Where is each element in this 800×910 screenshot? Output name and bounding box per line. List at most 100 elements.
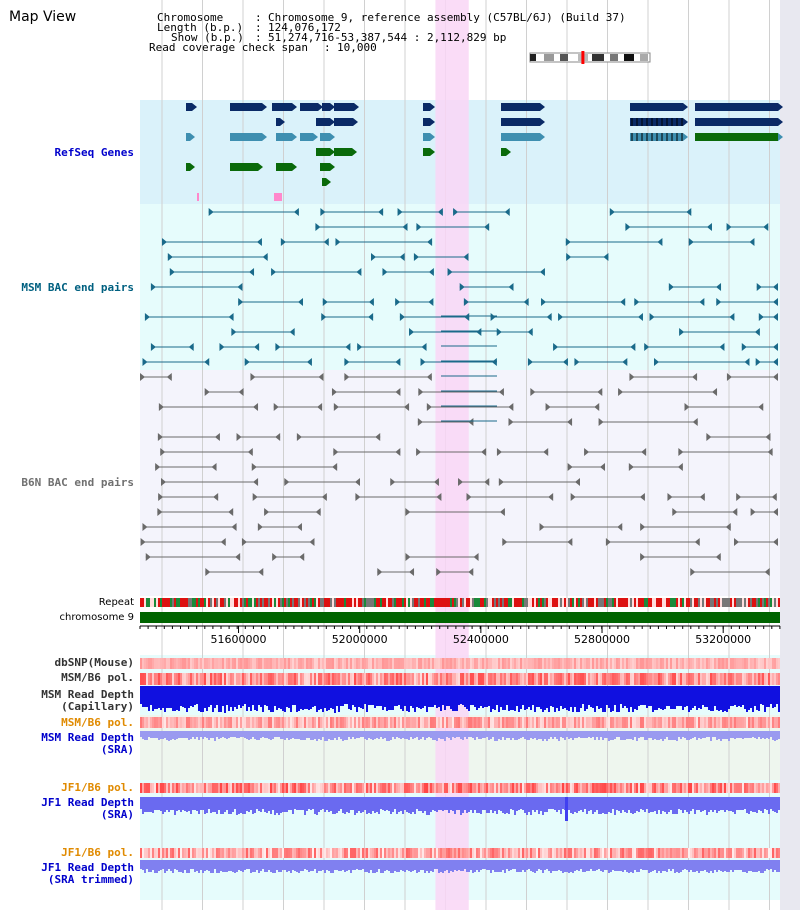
repeat-segment bbox=[218, 598, 220, 607]
track-label-jf1-depth[interactable]: JF1 Read Depth bbox=[41, 796, 134, 809]
gene-model[interactable] bbox=[230, 133, 262, 141]
gene-model[interactable] bbox=[300, 133, 313, 141]
depth-bar bbox=[242, 686, 244, 706]
gene-model[interactable] bbox=[501, 133, 540, 141]
gene-model[interactable] bbox=[695, 103, 778, 111]
depth-bar bbox=[626, 860, 628, 872]
depth-bar bbox=[226, 860, 228, 872]
repeat-segment bbox=[542, 598, 544, 607]
pol-cell bbox=[146, 848, 148, 858]
pol-cell bbox=[666, 673, 668, 685]
depth-bar bbox=[698, 686, 700, 708]
gene-model[interactable] bbox=[186, 163, 190, 171]
repeat-segment bbox=[160, 598, 162, 607]
gene-model[interactable] bbox=[276, 163, 292, 171]
gene-model[interactable] bbox=[230, 103, 262, 111]
repeat-segment bbox=[464, 598, 466, 607]
depth-bar bbox=[246, 797, 248, 811]
track-label-jf1-pol[interactable]: JF1/B6 pol. bbox=[61, 781, 134, 794]
pol-cell bbox=[478, 848, 480, 858]
pol-cell bbox=[558, 717, 560, 728]
track-label-jf1-pol-2[interactable]: JF1/B6 pol. bbox=[61, 846, 134, 859]
b6n-bac-end bbox=[726, 373, 732, 381]
gene-model[interactable] bbox=[322, 178, 326, 186]
pol-cell bbox=[404, 783, 406, 793]
track-label-msm-bac[interactable]: MSM BAC end pairs bbox=[21, 281, 134, 294]
track-label-msm-pol-2[interactable]: MSM/B6 pol. bbox=[61, 716, 134, 729]
track-label-msm-depth-cap[interactable]: MSM Read Depth bbox=[41, 688, 134, 701]
ideogram-selection-marker[interactable] bbox=[581, 51, 585, 64]
gene-model[interactable] bbox=[230, 163, 258, 171]
gene-model[interactable] bbox=[423, 118, 430, 126]
gene-model[interactable] bbox=[316, 118, 330, 126]
gene-model[interactable] bbox=[423, 133, 430, 141]
depth-bar bbox=[610, 731, 612, 740]
depth-bar bbox=[386, 731, 388, 741]
pol-cell bbox=[778, 673, 780, 685]
pol-cell bbox=[154, 673, 156, 685]
msm-bac-end bbox=[565, 238, 571, 246]
gene-model[interactable] bbox=[501, 103, 540, 111]
repeat-segment bbox=[440, 598, 442, 607]
repeat-segment bbox=[696, 598, 698, 607]
track-label-refseq[interactable]: RefSeq Genes bbox=[54, 146, 134, 159]
depth-bar bbox=[156, 797, 158, 810]
gene-model[interactable] bbox=[322, 103, 330, 111]
gene-model[interactable] bbox=[186, 103, 192, 111]
gene-model[interactable] bbox=[501, 118, 540, 126]
gene-model[interactable] bbox=[334, 148, 352, 156]
gene-model[interactable] bbox=[300, 103, 318, 111]
pol-cell bbox=[700, 717, 702, 728]
chromosome-bar[interactable] bbox=[140, 612, 780, 623]
pol-cell bbox=[608, 848, 610, 858]
depth-bar bbox=[284, 686, 286, 712]
selection-highlight[interactable] bbox=[435, 0, 469, 910]
gene-model[interactable] bbox=[186, 133, 190, 141]
gene-model[interactable] bbox=[320, 133, 330, 141]
dbsnp-cell bbox=[478, 658, 480, 669]
gene-model[interactable] bbox=[316, 148, 330, 156]
pol-cell bbox=[648, 783, 650, 793]
repeat-segment bbox=[704, 598, 706, 607]
gene-model[interactable] bbox=[320, 163, 330, 171]
gene-model[interactable] bbox=[423, 148, 430, 156]
pol-cell bbox=[440, 717, 442, 728]
depth-bar bbox=[230, 731, 232, 737]
track-label-jf1-depth-trim[interactable]: JF1 Read Depth bbox=[41, 861, 134, 874]
pol-cell bbox=[342, 783, 344, 793]
track-label-b6n-bac[interactable]: B6N BAC end pairs bbox=[21, 476, 134, 489]
pol-cell bbox=[416, 673, 418, 685]
track-label-msm-depth-sra[interactable]: MSM Read Depth bbox=[41, 731, 134, 744]
dbsnp-cell bbox=[750, 658, 752, 669]
depth-bar bbox=[140, 686, 142, 704]
pol-cell bbox=[336, 673, 338, 685]
gene-model[interactable] bbox=[272, 103, 292, 111]
ideogram-band bbox=[592, 54, 604, 61]
depth-bar bbox=[178, 731, 180, 738]
gene-model[interactable] bbox=[501, 148, 506, 156]
depth-bar bbox=[680, 797, 682, 810]
gene-model[interactable] bbox=[276, 133, 292, 141]
depth-bar bbox=[214, 686, 216, 708]
depth-bar bbox=[164, 686, 166, 712]
right-margin-bg bbox=[780, 0, 800, 910]
gene-model[interactable] bbox=[276, 118, 280, 126]
gene-model[interactable] bbox=[630, 103, 683, 111]
gene-model[interactable] bbox=[423, 103, 430, 111]
gene-model[interactable] bbox=[695, 133, 778, 141]
pol-cell bbox=[740, 673, 742, 685]
msm-bac-end bbox=[459, 283, 465, 291]
pol-cell bbox=[360, 783, 362, 793]
gene-model[interactable] bbox=[334, 103, 354, 111]
gene-model[interactable] bbox=[695, 118, 778, 126]
dbsnp-cell bbox=[738, 658, 740, 669]
depth-bar bbox=[362, 686, 364, 709]
repeat-segment bbox=[710, 598, 712, 607]
depth-bar bbox=[232, 731, 234, 737]
depth-bar bbox=[724, 860, 726, 871]
depth-bar bbox=[346, 686, 348, 704]
track-label-dbsnp[interactable]: dbSNP(Mouse) bbox=[54, 656, 134, 669]
gene-model[interactable] bbox=[334, 118, 353, 126]
pol-cell bbox=[562, 673, 564, 685]
track-label-msm-pol[interactable]: MSM/B6 pol. bbox=[61, 671, 134, 684]
